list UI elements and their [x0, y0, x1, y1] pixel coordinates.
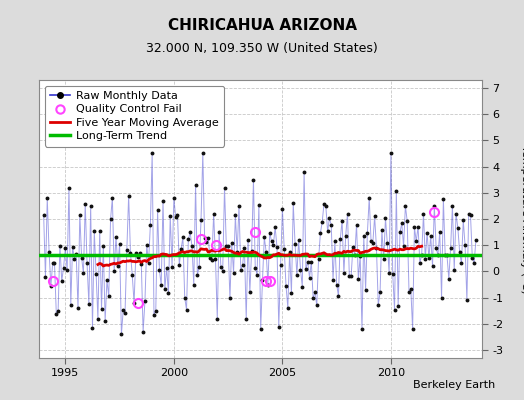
Legend: Raw Monthly Data, Quality Control Fail, Five Year Moving Average, Long-Term Tren: Raw Monthly Data, Quality Control Fail, … — [45, 86, 224, 147]
Y-axis label: Temperature Anomaly (°C): Temperature Anomaly (°C) — [520, 145, 524, 293]
Text: 32.000 N, 109.350 W (United States): 32.000 N, 109.350 W (United States) — [146, 42, 378, 55]
Text: Berkeley Earth: Berkeley Earth — [413, 380, 495, 390]
Text: CHIRICAHUA ARIZONA: CHIRICAHUA ARIZONA — [168, 18, 356, 33]
